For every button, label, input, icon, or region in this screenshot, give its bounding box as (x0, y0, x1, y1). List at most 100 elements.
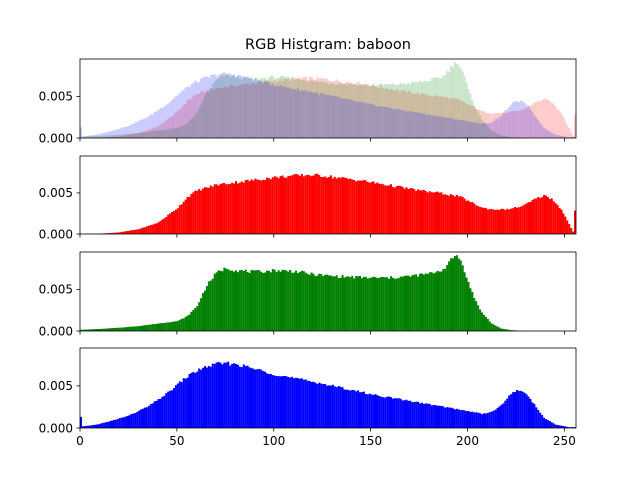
histogram-bar-combined-168 (405, 92, 408, 138)
histogram-bar-blue-31 (140, 409, 143, 428)
histogram-bar-combined-137 (345, 81, 348, 138)
histogram-bar-red-16 (111, 232, 113, 234)
histogram-bar-combined-144 (359, 83, 361, 138)
histogram-bar-combined-54 (184, 103, 187, 138)
histogram-bar-blue-255 (574, 427, 577, 428)
histogram-bar-blue-168 (405, 399, 408, 428)
histogram-bar-combined-201 (469, 93, 472, 138)
histogram-bar-red-95 (264, 180, 267, 234)
histogram-bar-combined-132 (335, 79, 338, 138)
histogram-bar-blue-155 (380, 396, 383, 428)
histogram-bar-green-37 (151, 324, 154, 331)
histogram-bar-combined-249 (562, 136, 565, 138)
histogram-bar-green-34 (145, 325, 148, 331)
histogram-bar-green-52 (180, 318, 183, 331)
histogram-bar-combined-20 (118, 134, 121, 138)
histogram-bar-combined-229 (523, 102, 526, 138)
histogram-bar-green-128 (328, 275, 330, 331)
histogram-bar-combined-137 (345, 84, 348, 138)
histogram-bar-blue-109 (291, 376, 294, 428)
histogram-bar-combined-241 (546, 99, 549, 138)
histogram-bar-combined-221 (508, 106, 511, 138)
histogram-bar-blue-145 (360, 392, 363, 428)
histogram-bar-green-101 (275, 272, 278, 331)
histogram-bar-blue-177 (422, 403, 425, 428)
histogram-bar-combined-195 (457, 99, 460, 138)
histogram-bar-blue-150 (370, 394, 373, 428)
histogram-bar-red-103 (279, 176, 282, 234)
histogram-bar-combined-129 (329, 81, 332, 138)
histogram-bar-combined-248 (560, 113, 563, 138)
histogram-bar-red-196 (459, 196, 462, 234)
histogram-bar-combined-222 (510, 137, 513, 138)
histogram-bar-combined-111 (295, 78, 298, 138)
histogram-bar-combined-146 (362, 102, 365, 138)
histogram-bar-green-14 (107, 328, 110, 331)
histogram-bar-blue-147 (364, 393, 367, 428)
histogram-bar-combined-192 (452, 98, 454, 138)
histogram-bar-combined-118 (308, 76, 311, 138)
histogram-bar-blue-81 (236, 364, 239, 428)
histogram-bar-blue-213 (492, 410, 495, 428)
histogram-bar-combined-56 (188, 120, 191, 138)
histogram-bar-green-58 (192, 309, 195, 331)
histogram-bar-blue-215 (496, 407, 499, 428)
histogram-bar-green-114 (300, 270, 303, 331)
histogram-bar-combined-96 (266, 79, 268, 138)
histogram-bar-red-121 (314, 173, 317, 234)
histogram-bar-combined-123 (318, 78, 321, 138)
histogram-bar-red-187 (442, 194, 445, 234)
histogram-bar-combined-80 (235, 78, 237, 138)
histogram-bar-red-80 (235, 181, 237, 234)
histogram-bar-combined-120 (312, 80, 315, 138)
histogram-bar-combined-163 (395, 89, 398, 138)
histogram-bar-green-157 (384, 277, 387, 331)
histogram-bar-red-200 (467, 200, 470, 234)
histogram-bar-combined-202 (471, 122, 474, 138)
histogram-bar-combined-187 (442, 117, 445, 138)
histogram-bar-blue-87 (248, 367, 251, 428)
histogram-bar-combined-4 (87, 135, 90, 138)
histogram-bar-blue-200 (467, 410, 470, 428)
histogram-bar-red-158 (386, 185, 389, 234)
histogram-bar-blue-108 (289, 377, 292, 428)
histogram-bar-green-192 (452, 258, 454, 331)
histogram-bar-combined-203 (473, 105, 476, 138)
histogram-bar-blue-201 (469, 411, 472, 428)
histogram-bar-blue-106 (285, 376, 288, 428)
histogram-bar-combined-47 (171, 128, 174, 138)
histogram-bar-blue-242 (548, 421, 551, 428)
histogram-bar-blue-105 (283, 376, 286, 428)
histogram-bar-red-220 (506, 208, 509, 234)
histogram-bar-combined-125 (322, 81, 325, 138)
histogram-bar-green-121 (314, 276, 317, 331)
histogram-bar-combined-218 (502, 135, 505, 138)
histogram-bar-combined-196 (459, 100, 462, 138)
histogram-bar-green-0 (80, 329, 82, 331)
histogram-bar-green-193 (453, 256, 456, 331)
histogram-bar-combined-78 (231, 74, 234, 138)
histogram-bar-combined-198 (463, 120, 466, 138)
histogram-bar-combined-20 (118, 136, 121, 138)
histogram-bar-combined-135 (341, 84, 344, 138)
y-tick-label-green-0: 0.000 (39, 324, 73, 338)
histogram-bar-red-223 (512, 208, 515, 234)
histogram-bar-green-217 (500, 328, 503, 331)
histogram-bar-green-97 (267, 270, 270, 331)
histogram-bar-combined-31 (140, 132, 143, 138)
histogram-bar-combined-13 (105, 132, 108, 138)
histogram-bar-blue-73 (221, 364, 224, 428)
histogram-bar-green-194 (455, 255, 458, 331)
histogram-bar-red-85 (244, 180, 247, 234)
histogram-bar-combined-193 (453, 119, 456, 138)
histogram-bar-combined-85 (244, 83, 247, 138)
histogram-bar-red-156 (382, 184, 385, 234)
histogram-bar-combined-159 (388, 84, 391, 138)
histogram-bar-green-78 (231, 270, 234, 331)
histogram-bar-combined-136 (343, 83, 346, 138)
histogram-bar-red-222 (510, 208, 513, 234)
histogram-bar-red-198 (463, 198, 466, 234)
histogram-bar-combined-212 (490, 122, 493, 138)
histogram-bar-combined-41 (159, 130, 162, 138)
histogram-bar-combined-163 (395, 84, 398, 138)
